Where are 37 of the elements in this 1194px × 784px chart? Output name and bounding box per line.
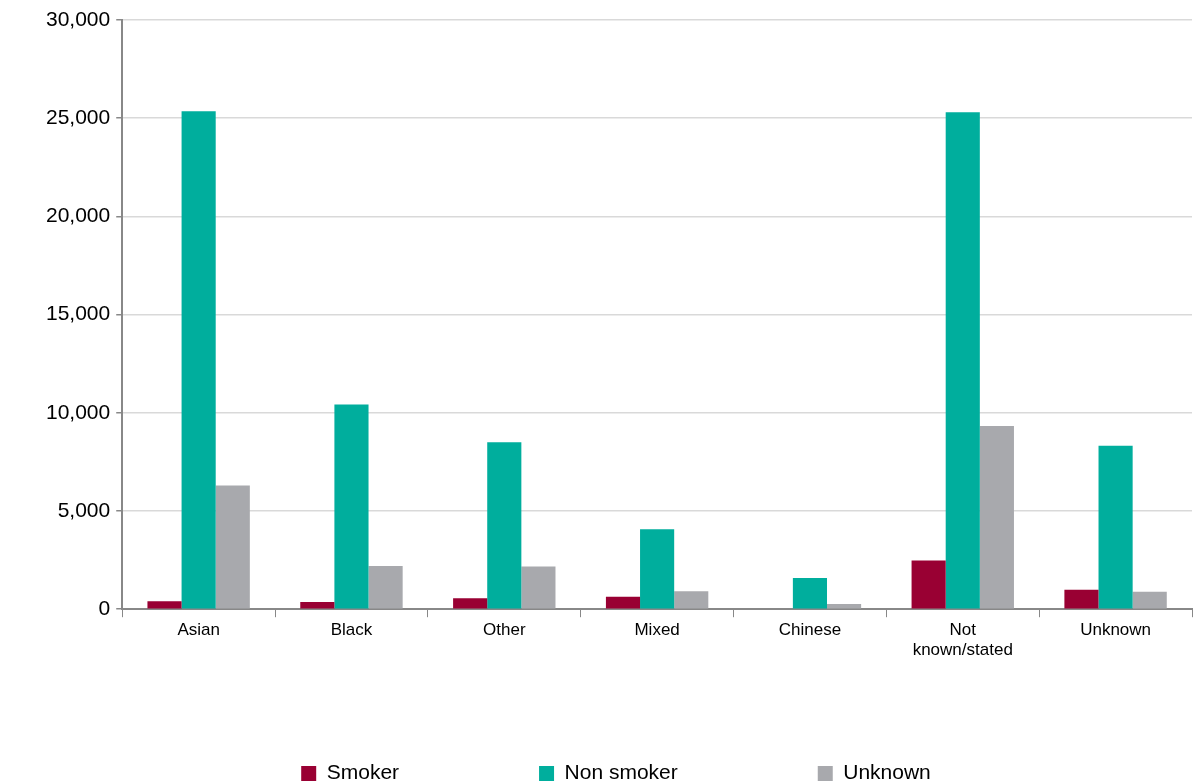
bar (792, 577, 828, 609)
legend-label: Smoker (326, 760, 400, 784)
legend-label: Unknown (843, 760, 931, 784)
bar (979, 425, 1014, 609)
bar (521, 566, 556, 609)
y-tick-label: 10,000 (46, 399, 111, 423)
x-tick-label: Mixed (634, 620, 680, 640)
x-tick-label: Black (330, 620, 373, 640)
bar (300, 601, 335, 609)
bar (368, 565, 403, 609)
bar (334, 404, 369, 609)
x-tick-label: Chinese (778, 620, 842, 640)
x-tick-label: Unknown (1080, 620, 1152, 640)
y-tick-label: 15,000 (46, 301, 111, 325)
y-tick-label: 30,000 (46, 6, 111, 30)
legend-label: Non smoker (564, 760, 678, 784)
x-tick-label: Asian (177, 620, 220, 640)
bar (1098, 445, 1133, 609)
bar (181, 111, 216, 609)
bar (215, 485, 250, 609)
bar (1132, 591, 1167, 609)
bar (1064, 589, 1099, 609)
bar (674, 591, 709, 609)
bar (911, 560, 946, 609)
x-tick-label: Not known/stated (912, 620, 1013, 660)
bar (605, 596, 641, 609)
bar (147, 601, 182, 609)
y-tick-label: 0 (98, 596, 111, 619)
bar (945, 112, 980, 609)
x-tick-label: Other (483, 620, 526, 640)
bar (827, 604, 862, 609)
y-tick-label: 25,000 (46, 105, 111, 128)
bar (640, 529, 675, 609)
bar (487, 442, 522, 609)
bar (453, 598, 488, 609)
y-tick-label: 5,000 (57, 497, 111, 521)
y-tick-label: 20,000 (46, 203, 111, 227)
